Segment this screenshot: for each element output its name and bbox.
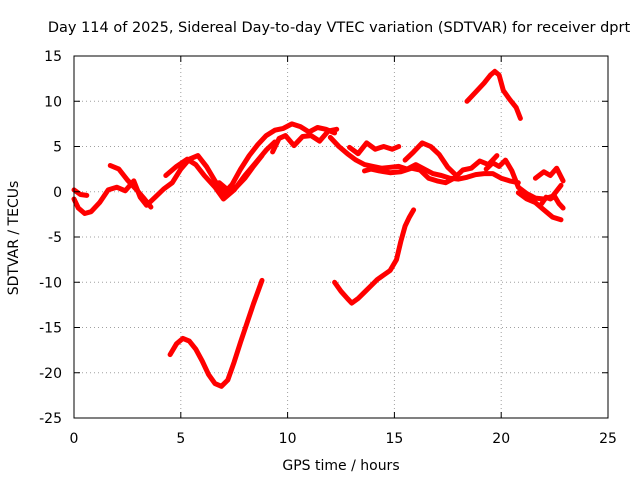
y-axis-label: SDTVAR / TECUs bbox=[6, 181, 22, 296]
x-tick-label: 25 bbox=[599, 431, 617, 447]
series-arc-main-13 bbox=[532, 165, 566, 184]
series-arc-main-9 bbox=[362, 153, 500, 186]
chart-title: Day 114 of 2025, Sidereal Day-to-day VTE… bbox=[48, 20, 631, 36]
series-arc-main-1 bbox=[71, 121, 338, 216]
series-arc-main-8 bbox=[347, 140, 402, 157]
series-arc-main-7 bbox=[327, 134, 521, 186]
series-arc-low-b bbox=[332, 207, 417, 306]
series-arc-main-3 bbox=[107, 163, 154, 210]
y-tick-label: 10 bbox=[44, 94, 62, 110]
x-axis-label: GPS time / hours bbox=[282, 458, 399, 474]
series-arc-high-c bbox=[464, 68, 523, 121]
y-tick-label: 15 bbox=[44, 49, 62, 65]
series-arc-main-6 bbox=[270, 126, 340, 155]
y-tick-label: 5 bbox=[53, 140, 62, 156]
plot-area bbox=[71, 68, 566, 389]
y-tick-label: -20 bbox=[39, 366, 62, 382]
series-arc-low-a bbox=[167, 277, 265, 389]
series-arc-main-12 bbox=[515, 190, 564, 223]
x-tick-label: 20 bbox=[492, 431, 510, 447]
x-tick-label: 10 bbox=[279, 431, 297, 447]
y-tick-label: -5 bbox=[48, 230, 62, 246]
y-tick-label: -15 bbox=[39, 321, 62, 337]
y-tick-label: -25 bbox=[39, 411, 62, 427]
series-arc-main-5 bbox=[216, 153, 265, 193]
y-tick-label: 0 bbox=[53, 185, 62, 201]
x-tick-label: 0 bbox=[70, 431, 79, 447]
x-tick-label: 15 bbox=[385, 431, 403, 447]
y-tick-label: -10 bbox=[39, 275, 62, 291]
axis-ticks: 0 5 10 15 20 25 -25 -20 -15 -10 -5 0 5 10 15 bbox=[39, 49, 617, 447]
series-arc-right-14 bbox=[539, 193, 566, 211]
x-tick-label: 5 bbox=[176, 431, 185, 447]
series-arc-main-10 bbox=[402, 140, 459, 178]
